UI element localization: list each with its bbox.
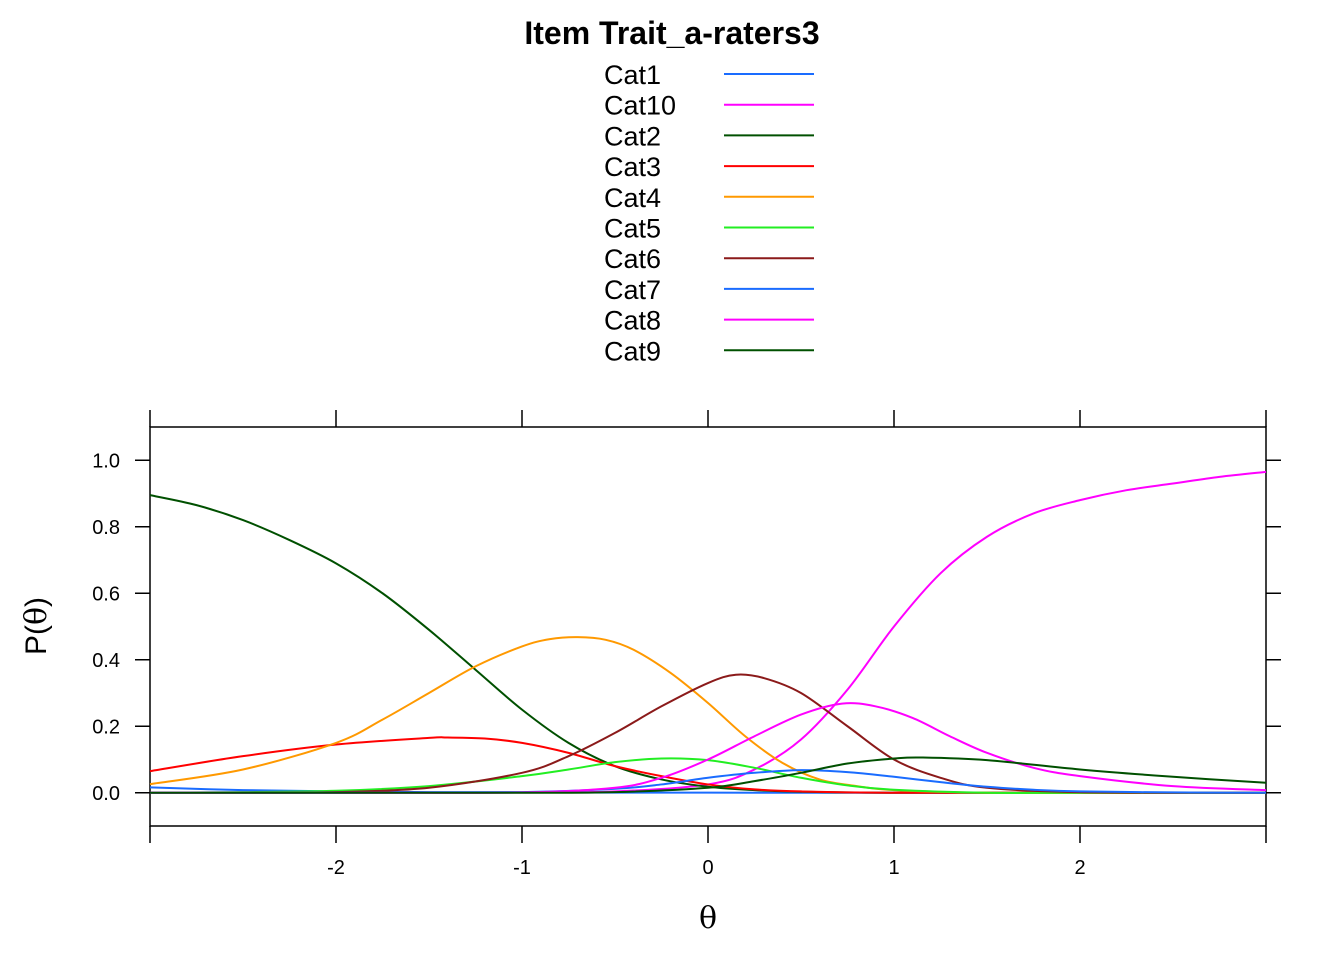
legend-label-cat9: Cat9 xyxy=(604,336,661,366)
y-axis-label-suffix: ) xyxy=(20,597,53,607)
legend-label-cat10: Cat10 xyxy=(604,91,676,121)
y-tick-label: 0.2 xyxy=(92,716,120,738)
legend-label-cat2: Cat2 xyxy=(604,121,661,151)
legend-label-cat4: Cat4 xyxy=(604,183,661,213)
axes: -2 -1 0 1 2 0.0 0.2 0.4 0.6 0.8 1.0 xyxy=(92,410,1281,879)
series-line-cat3 xyxy=(149,736,1266,794)
legend-label-cat5: Cat5 xyxy=(604,214,661,244)
series-line-cat7 xyxy=(149,769,1267,794)
legend-label-cat3: Cat3 xyxy=(604,152,661,182)
plot-lines xyxy=(149,470,1267,794)
y-tick-label: 1.0 xyxy=(92,450,120,472)
y-tick-label: 0.8 xyxy=(92,517,120,539)
series-line-cat4 xyxy=(149,636,1266,794)
y-tick-label: 0.6 xyxy=(92,583,120,605)
series-line-cat9 xyxy=(150,756,1267,794)
legend-label-cat8: Cat8 xyxy=(604,306,661,336)
x-tick-label: -2 xyxy=(327,857,345,879)
x-tick-label: 1 xyxy=(888,857,899,879)
x-tick-label: -1 xyxy=(513,857,531,879)
legend-label-cat7: Cat7 xyxy=(604,275,661,305)
x-axis-label: θ xyxy=(699,901,717,936)
y-tick-label: 0.4 xyxy=(92,650,120,672)
series-line-cat8 xyxy=(149,702,1267,794)
plot-frame xyxy=(149,426,1267,827)
series-line-cat10 xyxy=(150,470,1267,794)
y-axis-label-symbol: θ xyxy=(19,607,54,625)
legend: Cat1Cat10Cat2Cat3Cat4Cat5Cat6Cat7Cat8Cat… xyxy=(604,60,814,366)
x-tick-label: 0 xyxy=(702,857,713,879)
x-tick-label: 2 xyxy=(1074,857,1085,879)
chart-title: Item Trait_a-raters3 xyxy=(524,15,819,51)
y-tick-label: 0.0 xyxy=(92,783,120,805)
legend-label-cat6: Cat6 xyxy=(604,244,661,274)
series-line-cat2 xyxy=(149,494,1266,794)
legend-label-cat1: Cat1 xyxy=(604,60,661,90)
y-axis-label: P(θ) xyxy=(19,597,54,655)
y-axis-label-prefix: P( xyxy=(20,625,53,655)
series-line-cat6 xyxy=(149,673,1267,794)
series-line-cat5 xyxy=(149,757,1266,794)
